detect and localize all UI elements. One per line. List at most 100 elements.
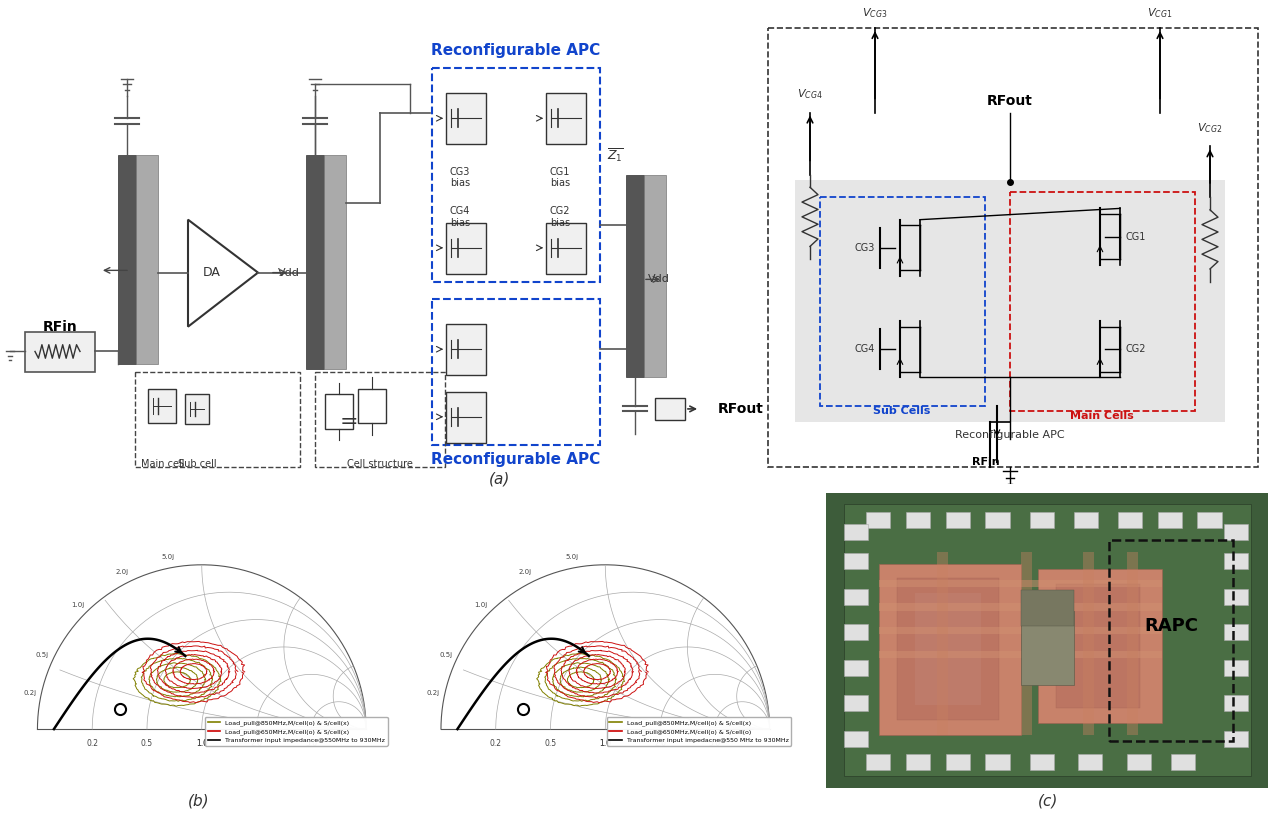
Bar <box>985 511 1009 528</box>
Text: RFout: RFout <box>988 94 1032 108</box>
Bar <box>357 388 386 424</box>
Bar <box>324 155 346 369</box>
Bar <box>844 659 869 676</box>
Bar <box>184 394 209 424</box>
Text: 5.0: 5.0 <box>708 739 721 748</box>
Text: 1.0: 1.0 <box>600 739 611 748</box>
Text: RFout: RFout <box>717 402 763 416</box>
Text: CG3
bias: CG3 bias <box>450 167 470 188</box>
Bar <box>906 754 930 770</box>
Text: 0.2: 0.2 <box>489 739 502 748</box>
Bar <box>446 223 485 273</box>
Bar <box>1056 585 1140 709</box>
Bar <box>432 67 600 282</box>
Bar <box>844 695 869 711</box>
Bar <box>325 394 354 429</box>
Text: 0.2: 0.2 <box>86 739 99 748</box>
Text: 0.5: 0.5 <box>544 739 556 748</box>
Bar <box>1225 695 1248 711</box>
Text: Main cell: Main cell <box>141 459 184 469</box>
Text: 5.0: 5.0 <box>305 739 318 748</box>
Text: Vdd: Vdd <box>648 274 670 284</box>
Text: (b): (b) <box>188 794 209 809</box>
Text: CG2: CG2 <box>1125 344 1145 354</box>
Bar <box>844 731 869 747</box>
Text: Sub cell: Sub cell <box>178 459 216 469</box>
Bar <box>1225 589 1248 605</box>
Bar <box>879 563 1021 735</box>
Bar <box>1073 511 1098 528</box>
Bar <box>1198 511 1222 528</box>
Text: 1.0: 1.0 <box>600 739 611 748</box>
Bar <box>1021 552 1031 735</box>
Text: $\overline{Z_1}$: $\overline{Z_1}$ <box>607 147 624 164</box>
Bar <box>626 175 644 378</box>
Bar <box>844 524 869 540</box>
Text: 5.0j: 5.0j <box>161 553 174 560</box>
Bar <box>945 511 970 528</box>
Bar <box>26 333 95 372</box>
Bar <box>1158 511 1182 528</box>
Bar <box>844 624 869 640</box>
Text: DA: DA <box>204 266 220 279</box>
Text: Vdd: Vdd <box>278 268 300 277</box>
Text: CG4: CG4 <box>854 344 875 354</box>
Bar <box>1225 659 1248 676</box>
Legend: Load_pull@850MHz,M/cell(o) & S/cell(x), Load_pull@650MHz,M/cell(o) & S/cell(x), : Load_pull@850MHz,M/cell(o) & S/cell(x), … <box>205 717 388 745</box>
Bar <box>306 155 324 369</box>
Text: Sub Cells: Sub Cells <box>874 406 931 415</box>
Text: 2.0: 2.0 <box>251 739 263 748</box>
Bar <box>866 511 890 528</box>
Bar <box>655 397 685 420</box>
Bar <box>446 392 485 443</box>
Text: 5.0j: 5.0j <box>565 553 578 560</box>
Text: RAPC: RAPC <box>1144 617 1198 635</box>
Text: CG3: CG3 <box>854 243 875 253</box>
Text: 0.5j: 0.5j <box>36 652 49 658</box>
Text: 1.0: 1.0 <box>196 739 208 748</box>
Bar <box>1021 590 1073 626</box>
Bar <box>879 603 1162 611</box>
Bar <box>879 580 1162 587</box>
Bar <box>985 754 1009 770</box>
Bar <box>879 651 1162 658</box>
Bar <box>1225 553 1248 570</box>
Text: RFin: RFin <box>972 456 1000 467</box>
Text: (c): (c) <box>1038 794 1058 809</box>
Text: =: = <box>339 412 359 433</box>
Bar <box>897 578 999 720</box>
Bar <box>1079 754 1103 770</box>
Bar <box>1225 624 1248 640</box>
Bar <box>1009 191 1195 411</box>
Bar <box>769 28 1258 467</box>
Bar <box>1118 511 1143 528</box>
Text: CG4
bias: CG4 bias <box>450 206 470 227</box>
Text: 0.2j: 0.2j <box>427 690 439 695</box>
Text: 1.0j: 1.0j <box>70 602 85 608</box>
Bar <box>844 589 869 605</box>
Text: $V_{CG3}$: $V_{CG3}$ <box>862 7 888 21</box>
Bar <box>945 754 970 770</box>
Text: (a): (a) <box>489 471 511 486</box>
Bar <box>446 324 485 375</box>
Text: Reconfigurable APC: Reconfigurable APC <box>432 452 601 467</box>
Legend: Load_pull@850MHz,M/cell(o) & S/cell(x), Load_pull@650MHz,M/cell(o) & S/cell(o), : Load_pull@850MHz,M/cell(o) & S/cell(x), … <box>607 717 792 745</box>
Bar <box>446 94 485 144</box>
Bar <box>1171 754 1195 770</box>
Bar <box>1082 552 1094 735</box>
Bar <box>844 553 869 570</box>
Bar <box>1109 540 1232 741</box>
Text: 0.5: 0.5 <box>141 739 152 748</box>
Bar <box>1030 511 1054 528</box>
Text: 1.0: 1.0 <box>196 739 208 748</box>
Text: Reconfigurable APC: Reconfigurable APC <box>956 430 1065 440</box>
Text: 0.5j: 0.5j <box>439 652 452 658</box>
Bar <box>906 511 930 528</box>
Bar <box>149 388 175 424</box>
Text: 1.0j: 1.0j <box>474 602 488 608</box>
Bar <box>135 372 300 467</box>
Bar <box>1127 552 1138 735</box>
Bar <box>936 552 948 735</box>
Bar <box>879 627 1162 635</box>
Bar <box>546 94 585 144</box>
